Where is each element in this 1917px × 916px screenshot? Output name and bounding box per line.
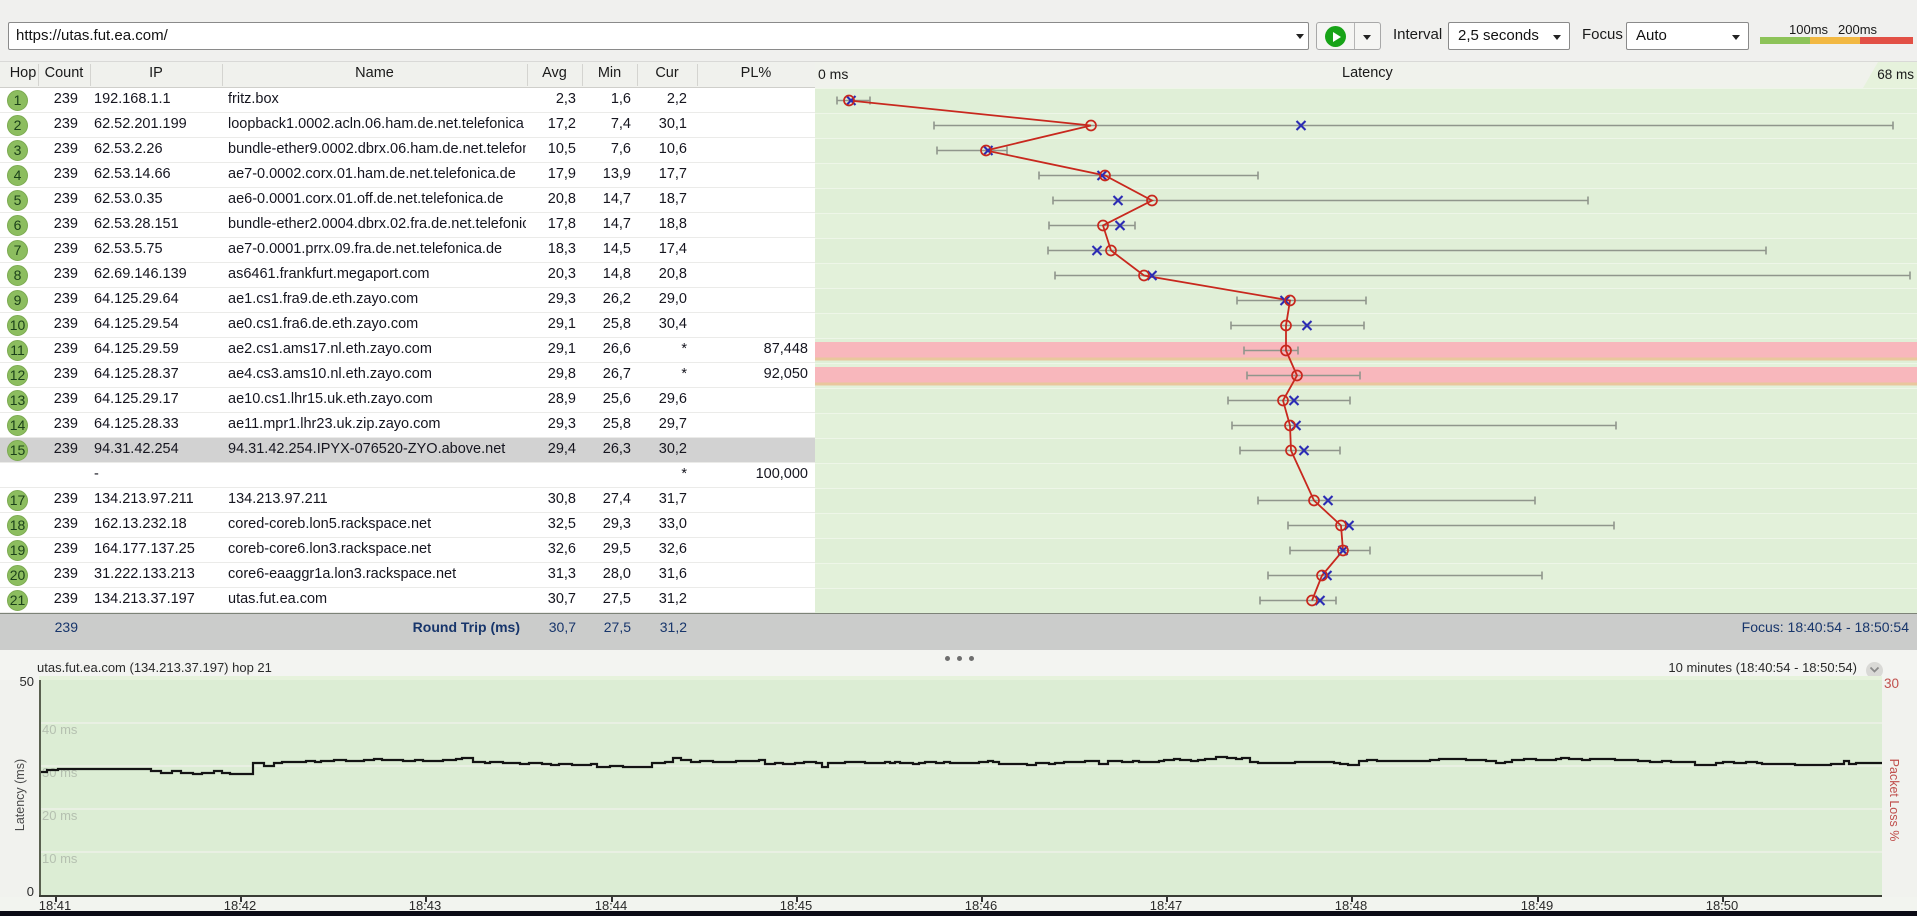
svg-text:Latency (ms): Latency (ms) — [14, 759, 27, 831]
svg-text:20 ms: 20 ms — [42, 808, 78, 823]
svg-text:40 ms: 40 ms — [42, 722, 78, 737]
svg-text:10 ms: 10 ms — [42, 851, 78, 866]
svg-text:Packet Loss %: Packet Loss % — [1887, 759, 1900, 842]
